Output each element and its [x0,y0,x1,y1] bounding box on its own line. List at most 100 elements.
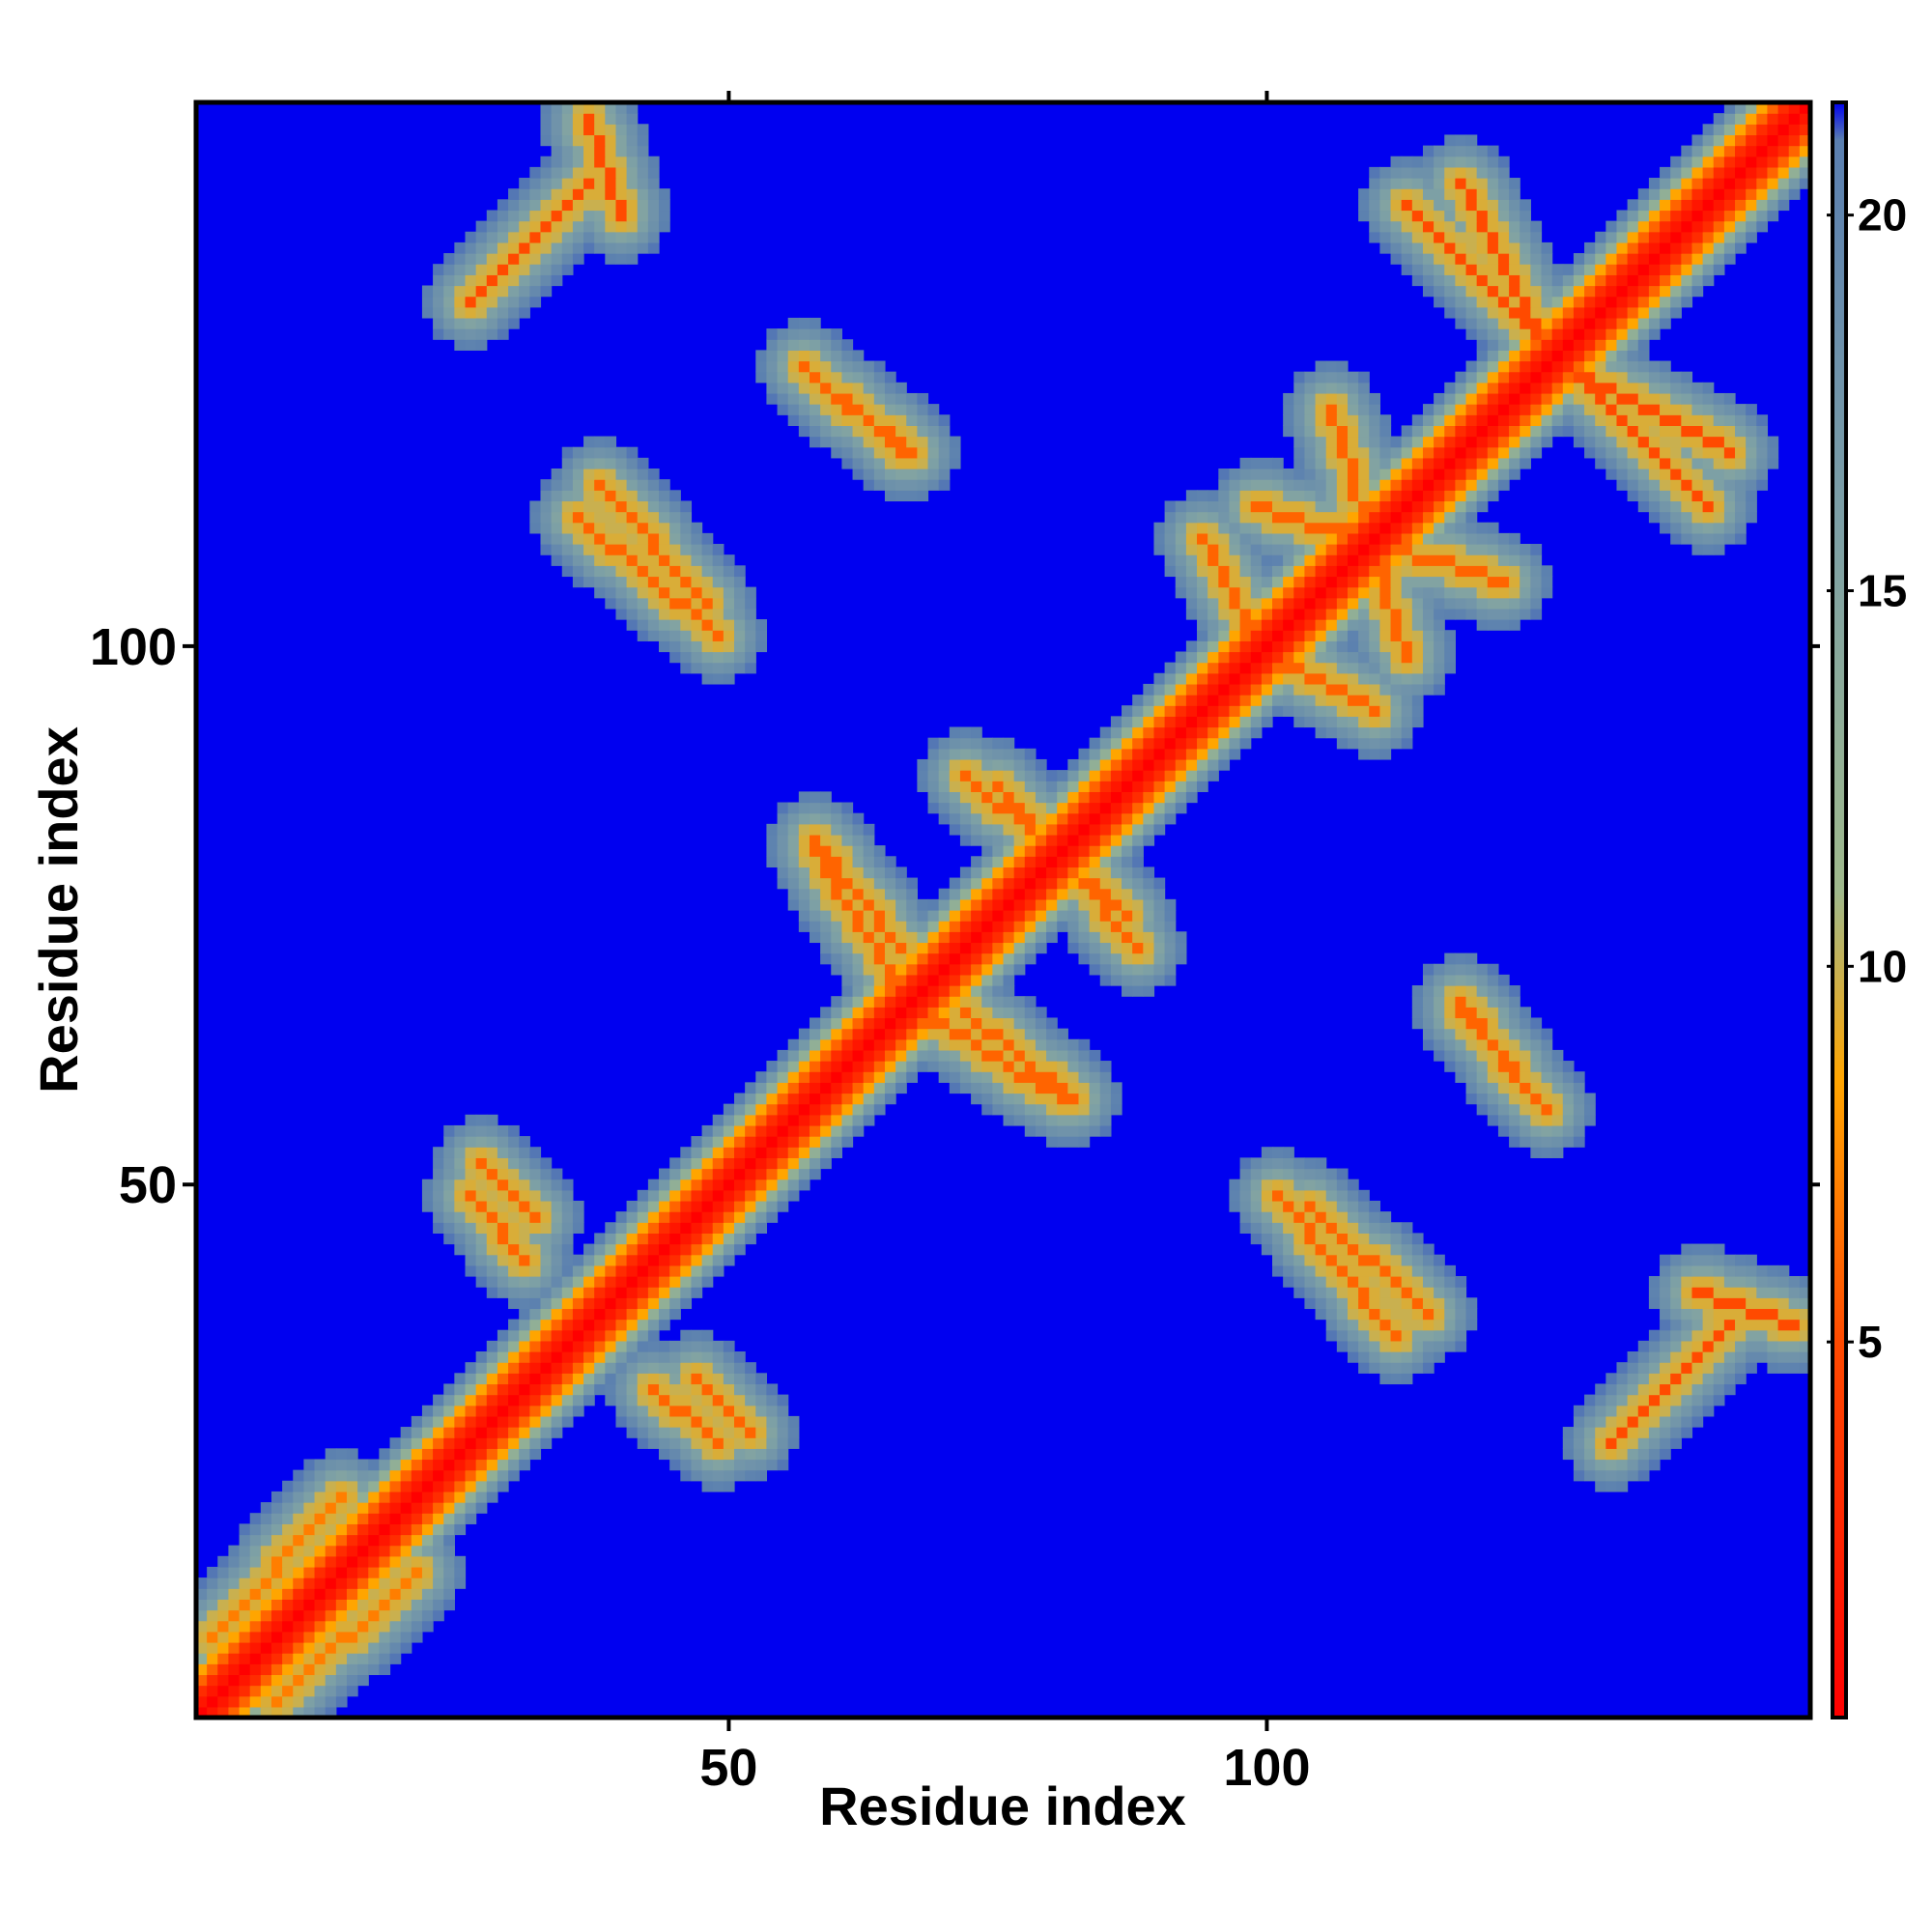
heatmap-cell [1250,522,1263,534]
heatmap-cell [1444,242,1456,254]
heatmap-cell [949,963,961,976]
heatmap-cell [475,1351,488,1363]
heatmap-cell [659,576,681,588]
heatmap-cell [594,1308,606,1321]
heatmap-cell [282,1491,294,1503]
heatmap-cell [863,1017,875,1030]
heatmap-cell [1487,446,1499,459]
heatmap-cell [1390,1362,1403,1374]
heatmap-cell [927,457,940,469]
heatmap-cell [335,1685,348,1697]
heatmap-cell [1551,264,1564,275]
heatmap-cell [1218,576,1231,588]
heatmap-cell [1390,457,1403,469]
heatmap-cell [519,1147,530,1158]
heatmap-cell [981,1082,993,1094]
heatmap-cell [615,231,628,243]
heatmap-cell [1369,457,1380,469]
heatmap-cell [669,1168,681,1180]
heatmap-cell [389,1469,402,1482]
heatmap-cell [927,425,940,438]
heatmap-cell [1702,1362,1715,1374]
heatmap-cell [637,532,649,545]
heatmap-cell [540,490,553,502]
heatmap-cell [1401,716,1413,728]
heatmap-cell [1411,672,1424,685]
heatmap-cell [239,1577,251,1589]
heatmap-cell [659,1437,670,1449]
heatmap-cell [1336,705,1349,717]
heatmap-cell [1541,1136,1553,1148]
heatmap-cell [1487,1061,1499,1072]
heatmap-cell [1648,1459,1661,1471]
heatmap-cell [895,985,907,997]
heatmap-cell [615,565,628,578]
heatmap-cell [368,1599,380,1611]
heatmap-cell [1369,1308,1380,1321]
heatmap-cell [1143,931,1155,944]
heatmap-cell [228,1663,241,1676]
heatmap-cell [637,1254,649,1266]
heatmap-cell [745,1459,756,1471]
heatmap-cell [1584,296,1596,308]
heatmap-cell [1003,1028,1015,1040]
heatmap-cell [1541,414,1553,426]
heatmap-cell [1143,942,1155,954]
heatmap-cell [1078,845,1091,857]
heatmap-cell [1325,457,1338,469]
heatmap-cell [1605,242,1618,254]
heatmap-cell [1713,392,1725,405]
heatmap-cell [1358,511,1370,524]
heatmap-cell [497,1147,509,1158]
heatmap-cell [1132,791,1144,804]
heatmap-cell [949,942,961,954]
heatmap-cell [1509,404,1520,415]
heatmap-cell [863,1071,875,1083]
heatmap-cell [1670,1405,1682,1417]
heatmap-cell [949,436,961,448]
heatmap-cell [798,360,810,373]
heatmap-cell [1272,597,1284,610]
heatmap-cell [605,1319,617,1331]
heatmap-cell [1003,1038,1015,1051]
heatmap-cell [529,522,542,534]
heatmap-cell [1702,468,1725,480]
heatmap-cell [1605,317,1618,329]
heatmap-cell [723,1351,735,1363]
heatmap-cell [734,1383,746,1396]
heatmap-cell [270,1566,283,1578]
heatmap-cell [1660,1275,1671,1288]
heatmap-cell [1024,1061,1037,1072]
heatmap-cell [1185,758,1198,771]
heatmap-cell [529,1351,542,1363]
heatmap-cell [1670,1308,1682,1321]
heatmap-cell [1648,382,1661,394]
heatmap-cell [831,952,842,965]
heatmap-cell [1024,748,1037,760]
heatmap-cell [594,446,606,459]
heatmap-cell [1648,436,1661,448]
heatmap-cell [1143,781,1155,792]
heatmap-cell [1746,1275,1757,1288]
heatmap-cell [1465,468,1478,480]
heatmap-cell [1057,802,1068,814]
heatmap-cell [400,1448,412,1461]
heatmap-cell [519,274,530,287]
heatmap-cell [1024,1124,1037,1137]
heatmap-cell [1153,963,1166,976]
heatmap-cell [1616,404,1639,415]
heatmap-cell [777,867,789,879]
heatmap-cell [1379,414,1392,426]
heatmap-cell [1497,1038,1510,1051]
heatmap-cell [1660,1405,1671,1417]
heatmap-cell [1584,328,1596,340]
heatmap-cell [454,1469,467,1482]
heatmap-cell [379,1448,391,1461]
heatmap-cell [1670,1437,1682,1449]
heatmap-cell [1239,737,1252,750]
heatmap-cell [992,1071,1005,1083]
heatmap-cell [1702,457,1715,469]
heatmap-cell [1616,479,1629,491]
heatmap-cell [927,802,940,814]
heatmap-cell [529,1319,542,1331]
